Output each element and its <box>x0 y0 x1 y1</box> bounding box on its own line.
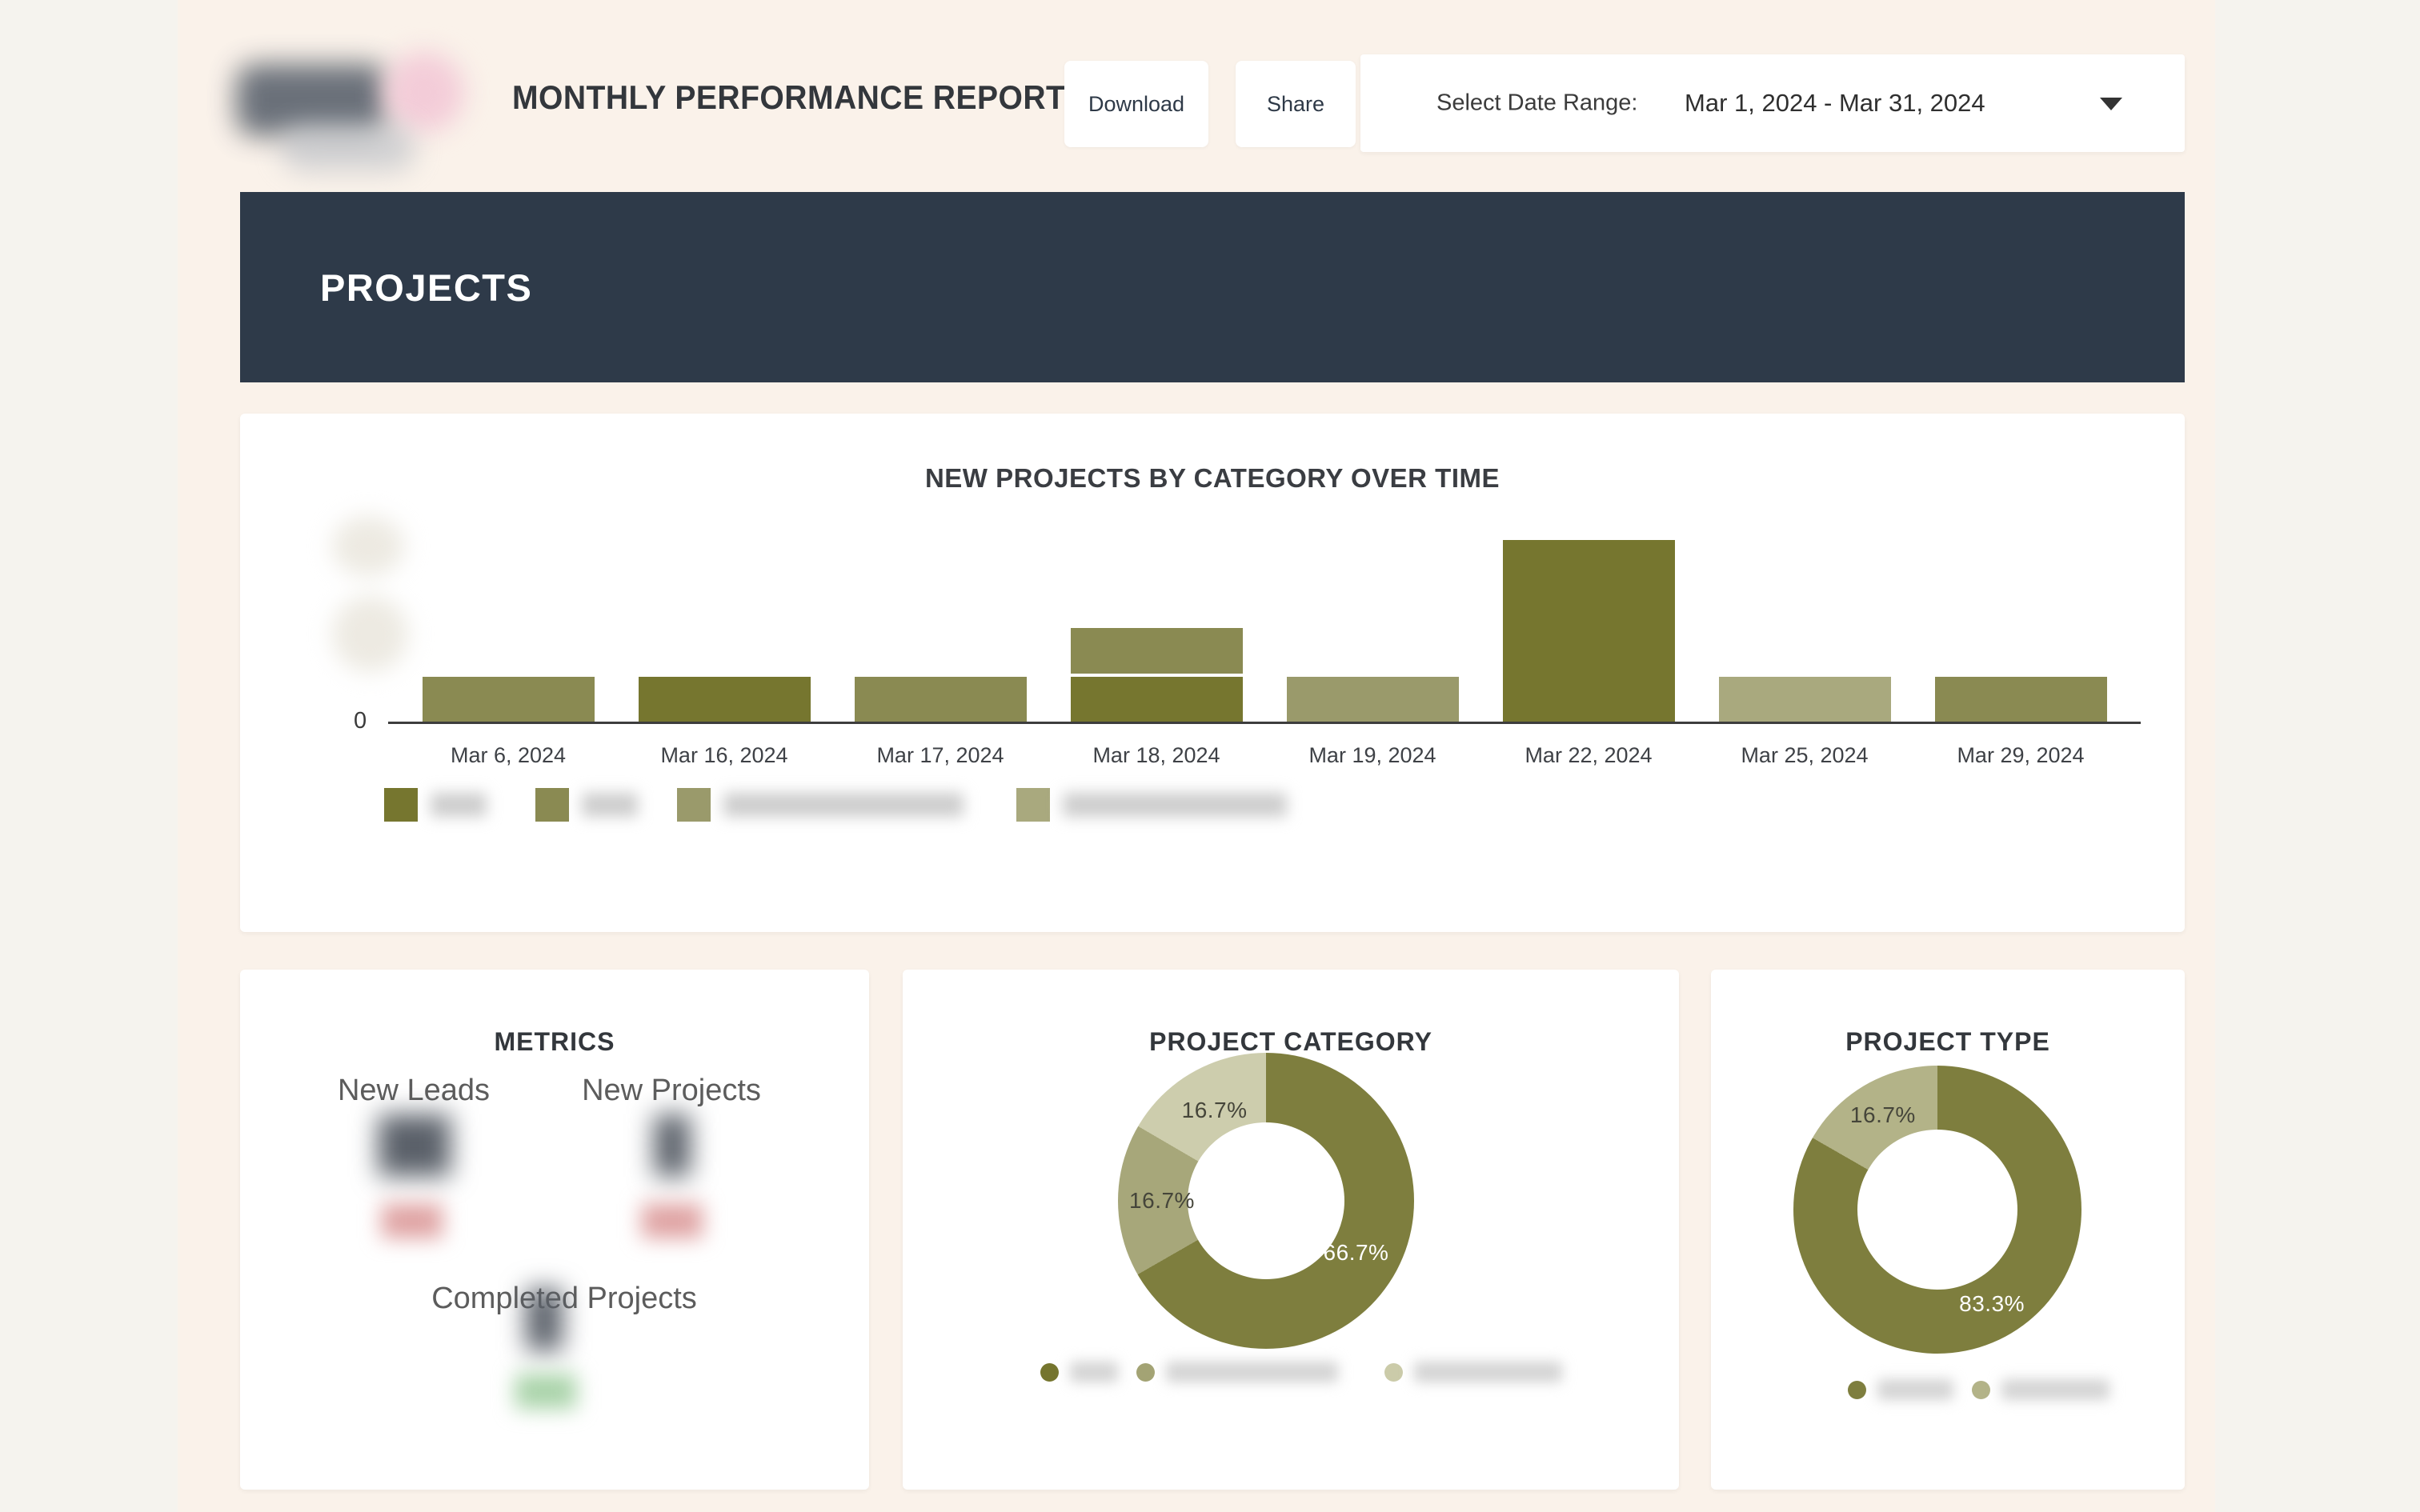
x-axis-tick-label: Mar 18, 2024 <box>1092 743 1220 767</box>
x-axis-tick-label: Mar 17, 2024 <box>876 743 1004 767</box>
project-category-donut: 66.7% 16.7% 16.7% <box>1118 1053 1414 1349</box>
legend-label-redacted <box>1063 793 1287 817</box>
donut-slice-label: 16.7% <box>1129 1187 1195 1213</box>
legend-label-redacted <box>1166 1362 1338 1382</box>
legend-item <box>384 788 487 822</box>
legend-label-redacted <box>2001 1379 2109 1400</box>
metric-delta-new-leads-redacted: ███ <box>381 1203 443 1236</box>
project-category-card: PROJECT CATEGORY 66.7% 16.7% 16.7% <box>903 970 1679 1490</box>
bar-segment <box>1070 628 1243 674</box>
legend-item <box>677 788 964 822</box>
legend-item <box>1848 1379 1953 1400</box>
metrics-title: METRICS <box>494 1027 615 1056</box>
bar-slot <box>832 677 1048 722</box>
y-axis-zero-label: 0 <box>354 708 367 734</box>
bar-segment <box>1502 540 1675 722</box>
logo-blur-gray <box>280 124 416 172</box>
legend-dot <box>1972 1380 1990 1399</box>
metrics-card: METRICS New Leads ██ ███ New Projects █ … <box>240 970 869 1490</box>
bar-segment <box>1070 677 1243 722</box>
legend-item <box>1136 1362 1338 1382</box>
bar-segment <box>1718 677 1891 722</box>
logo-blur-pink <box>384 52 464 132</box>
legend-dot <box>1136 1362 1155 1382</box>
bar-plot-area <box>400 510 2129 722</box>
bar-segment <box>1934 677 2107 722</box>
legend-label-redacted <box>431 793 487 817</box>
legend-item <box>1040 1362 1118 1382</box>
section-title: PROJECTS <box>320 266 533 309</box>
bar-segment <box>1286 677 1459 722</box>
legend-label-redacted <box>1877 1379 1953 1400</box>
y-tick-blurred-2 <box>332 596 408 672</box>
metric-value-new-leads-redacted: ██ <box>378 1114 451 1172</box>
x-axis-tick-label: Mar 22, 2024 <box>1525 743 1653 767</box>
legend-swatch <box>1016 788 1050 822</box>
bar-series <box>400 510 2129 722</box>
company-logo-redacted <box>236 40 476 172</box>
legend-label-redacted <box>1070 1362 1118 1382</box>
metric-label-new-leads: New Leads <box>337 1074 491 1107</box>
legend-swatch <box>535 788 569 822</box>
x-axis-tick-label: Mar 25, 2024 <box>1741 743 1869 767</box>
x-axis-tick-label: Mar 29, 2024 <box>1957 743 2085 767</box>
bar-slot <box>1913 677 2129 722</box>
y-tick-blurred-4 <box>332 516 404 576</box>
legend-item <box>1384 1362 1562 1382</box>
bar-slot <box>1048 628 1264 722</box>
x-axis-tick-label: Mar 6, 2024 <box>450 743 567 767</box>
bar-chart-card: NEW PROJECTS BY CATEGORY OVER TIME 0 Mar… <box>240 414 2185 932</box>
metric-value-completed-projects-redacted: █ <box>526 1289 563 1346</box>
bar-segment <box>422 677 595 722</box>
date-range-value[interactable]: Mar 1, 2024 - Mar 31, 2024 <box>1685 89 1985 117</box>
x-axis-labels: Mar 6, 2024 Mar 16, 2024 Mar 17, 2024 Mar 1… <box>400 743 2129 768</box>
x-axis-line <box>388 722 2141 724</box>
chevron-down-icon[interactable] <box>2100 98 2122 110</box>
bar-slot <box>400 677 616 722</box>
legend-swatch <box>677 788 711 822</box>
legend-label-redacted <box>582 793 638 817</box>
project-type-card: PROJECT TYPE 83.3% 16.7% <box>1711 970 2185 1490</box>
bar-slot <box>1264 677 1480 722</box>
bar-slot <box>1697 677 1913 722</box>
bar-chart-title: NEW PROJECTS BY CATEGORY OVER TIME <box>924 463 1500 493</box>
legend-item <box>1972 1379 2109 1400</box>
download-button[interactable]: Download <box>1064 61 1208 147</box>
project-category-title: PROJECT CATEGORY <box>1149 1027 1432 1056</box>
bar-slot <box>616 677 832 722</box>
legend-swatch <box>384 788 418 822</box>
project-type-donut: 83.3% 16.7% <box>1793 1066 2081 1354</box>
donut-hole <box>1188 1122 1344 1279</box>
metric-delta-new-projects-redacted: ███ <box>641 1203 703 1236</box>
legend-item <box>1016 788 1287 822</box>
date-range-label: Select Date Range: <box>1436 90 1638 116</box>
donut-slice-label: 83.3% <box>1959 1290 2025 1316</box>
metric-value-new-projects-redacted: █ <box>654 1114 691 1172</box>
legend-dot <box>1848 1380 1866 1399</box>
x-axis-tick-label: Mar 16, 2024 <box>660 743 788 767</box>
section-banner: PROJECTS <box>240 192 2185 382</box>
metric-delta-completed-projects-redacted: ███ <box>515 1374 577 1406</box>
bar-slot <box>1480 540 1697 722</box>
donut-slice-label: 16.7% <box>1849 1102 1916 1128</box>
donut-hole <box>1857 1130 2017 1290</box>
metric-label-new-projects: New Projects <box>582 1074 761 1107</box>
metric-label-completed-projects: Completed Projects <box>431 1282 697 1315</box>
donut-slice-label: 66.7% <box>1323 1240 1389 1266</box>
bar-segment <box>854 677 1027 722</box>
donut-slice-label: 16.7% <box>1181 1098 1248 1123</box>
legend-dot <box>1040 1362 1059 1382</box>
x-axis-tick-label: Mar 19, 2024 <box>1308 743 1436 767</box>
page-title: MONTHLY PERFORMANCE REPORT <box>512 78 1066 116</box>
share-button[interactable]: Share <box>1236 61 1356 147</box>
legend-label-redacted <box>1414 1362 1562 1382</box>
bar-segment <box>638 677 811 722</box>
legend-label-redacted <box>723 793 964 817</box>
legend-item <box>535 788 638 822</box>
date-range-selector[interactable]: Select Date Range: Mar 1, 2024 - Mar 31,… <box>1360 54 2185 152</box>
project-type-title: PROJECT TYPE <box>1845 1027 2050 1056</box>
legend-dot <box>1384 1362 1403 1382</box>
